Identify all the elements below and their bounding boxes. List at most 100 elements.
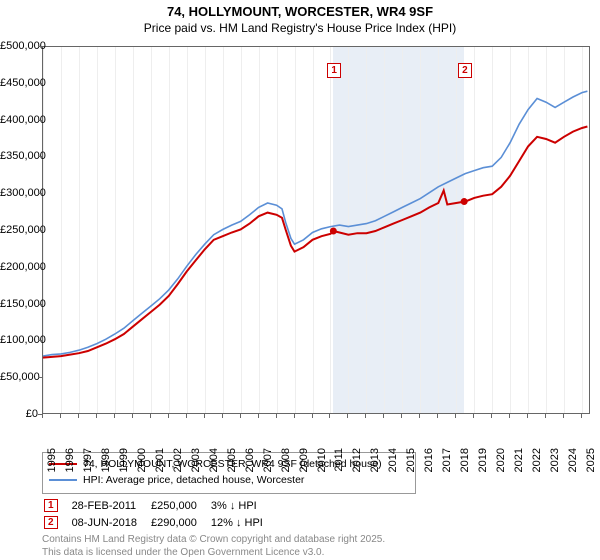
txn-price: £290,000 (151, 515, 209, 530)
x-tick (42, 414, 43, 418)
x-tick-label: 2001 (154, 448, 166, 472)
x-tick (491, 414, 492, 418)
x-tick (545, 414, 546, 418)
x-tick-label: 2013 (369, 448, 381, 472)
y-tick (38, 156, 42, 157)
x-tick (204, 414, 205, 418)
legend-item: HPI: Average price, detached house, Worc… (49, 473, 409, 489)
y-tick (38, 230, 42, 231)
chart-subtitle: Price paid vs. HM Land Registry's House … (0, 21, 600, 35)
transaction-row: 128-FEB-2011£250,0003% ↓ HPI (44, 498, 275, 513)
marker-point-1 (330, 228, 337, 235)
x-tick-label: 2015 (405, 448, 417, 472)
y-tick-label: £250,000 (0, 224, 38, 236)
marker-label-1: 1 (327, 63, 341, 78)
x-tick-label: 2005 (226, 448, 238, 472)
x-tick (473, 414, 474, 418)
x-tick-label: 1999 (118, 448, 130, 472)
x-tick-label: 1998 (100, 448, 112, 472)
x-tick-label: 1997 (82, 448, 94, 472)
footer-line2: This data is licensed under the Open Gov… (42, 547, 385, 560)
y-tick-label: £450,000 (0, 77, 38, 89)
x-tick-label: 2002 (172, 448, 184, 472)
txn-diff: 12% ↓ HPI (211, 515, 275, 530)
x-tick (312, 414, 313, 418)
y-tick (38, 120, 42, 121)
y-tick-label: £400,000 (0, 114, 38, 126)
txn-diff: 3% ↓ HPI (211, 498, 275, 513)
x-tick-label: 2006 (244, 448, 256, 472)
x-tick (563, 414, 564, 418)
x-tick-label: 2023 (549, 448, 561, 472)
x-tick (294, 414, 295, 418)
y-tick-label: £300,000 (0, 187, 38, 199)
x-tick (186, 414, 187, 418)
y-tick (38, 267, 42, 268)
x-tick-label: 2004 (208, 448, 220, 472)
x-tick-label: 1996 (64, 448, 76, 472)
x-tick-label: 2025 (585, 448, 597, 472)
footer-line1: Contains HM Land Registry data © Crown c… (42, 534, 385, 547)
x-tick-label: 2000 (136, 448, 148, 472)
chart-title: 74, HOLLYMOUNT, WORCESTER, WR4 9SF (0, 0, 600, 21)
x-tick (168, 414, 169, 418)
transaction-row: 208-JUN-2018£290,00012% ↓ HPI (44, 515, 275, 530)
x-tick-label: 2008 (280, 448, 292, 472)
y-tick-label: £50,000 (0, 371, 38, 383)
x-tick (455, 414, 456, 418)
x-tick (132, 414, 133, 418)
txn-marker: 1 (44, 498, 70, 513)
x-tick (581, 414, 582, 418)
x-tick-label: 2018 (459, 448, 471, 472)
y-tick-label: £0 (0, 408, 38, 420)
x-tick-label: 1995 (46, 448, 58, 472)
legend-swatch (49, 479, 77, 481)
x-tick (258, 414, 259, 418)
legend-label: HPI: Average price, detached house, Worc… (83, 474, 304, 486)
x-tick (222, 414, 223, 418)
x-tick-label: 2007 (262, 448, 274, 472)
x-tick (96, 414, 97, 418)
y-tick-label: £350,000 (0, 150, 38, 162)
y-tick-label: £200,000 (0, 261, 38, 273)
x-tick-label: 2020 (495, 448, 507, 472)
y-tick (38, 304, 42, 305)
y-tick-label: £500,000 (0, 40, 38, 52)
series-price_paid (43, 127, 587, 358)
plot-area: 12 (42, 46, 590, 414)
x-tick-label: 2022 (531, 448, 543, 472)
txn-date: 08-JUN-2018 (72, 515, 149, 530)
x-tick-label: 2019 (477, 448, 489, 472)
x-tick-label: 2024 (567, 448, 579, 472)
txn-price: £250,000 (151, 498, 209, 513)
x-tick-label: 2011 (333, 448, 345, 472)
x-tick (401, 414, 402, 418)
x-tick (419, 414, 420, 418)
x-tick-label: 2017 (441, 448, 453, 472)
x-tick (78, 414, 79, 418)
chart-svg (43, 47, 589, 413)
x-tick (383, 414, 384, 418)
x-tick (347, 414, 348, 418)
series-hpi (43, 91, 587, 356)
y-tick (38, 83, 42, 84)
marker-point-2 (461, 198, 468, 205)
x-tick (114, 414, 115, 418)
x-tick-label: 2010 (316, 448, 328, 472)
y-tick (38, 46, 42, 47)
footer-text: Contains HM Land Registry data © Crown c… (42, 534, 385, 559)
y-tick (38, 340, 42, 341)
x-tick-label: 2009 (298, 448, 310, 472)
x-tick (329, 414, 330, 418)
x-tick-label: 2014 (387, 448, 399, 472)
x-tick (365, 414, 366, 418)
x-tick (240, 414, 241, 418)
x-tick (60, 414, 61, 418)
x-tick (276, 414, 277, 418)
y-tick-label: £100,000 (0, 334, 38, 346)
txn-marker: 2 (44, 515, 70, 530)
x-tick-label: 2021 (513, 448, 525, 472)
x-tick (437, 414, 438, 418)
x-tick (509, 414, 510, 418)
transactions-table: 128-FEB-2011£250,0003% ↓ HPI208-JUN-2018… (42, 496, 277, 532)
